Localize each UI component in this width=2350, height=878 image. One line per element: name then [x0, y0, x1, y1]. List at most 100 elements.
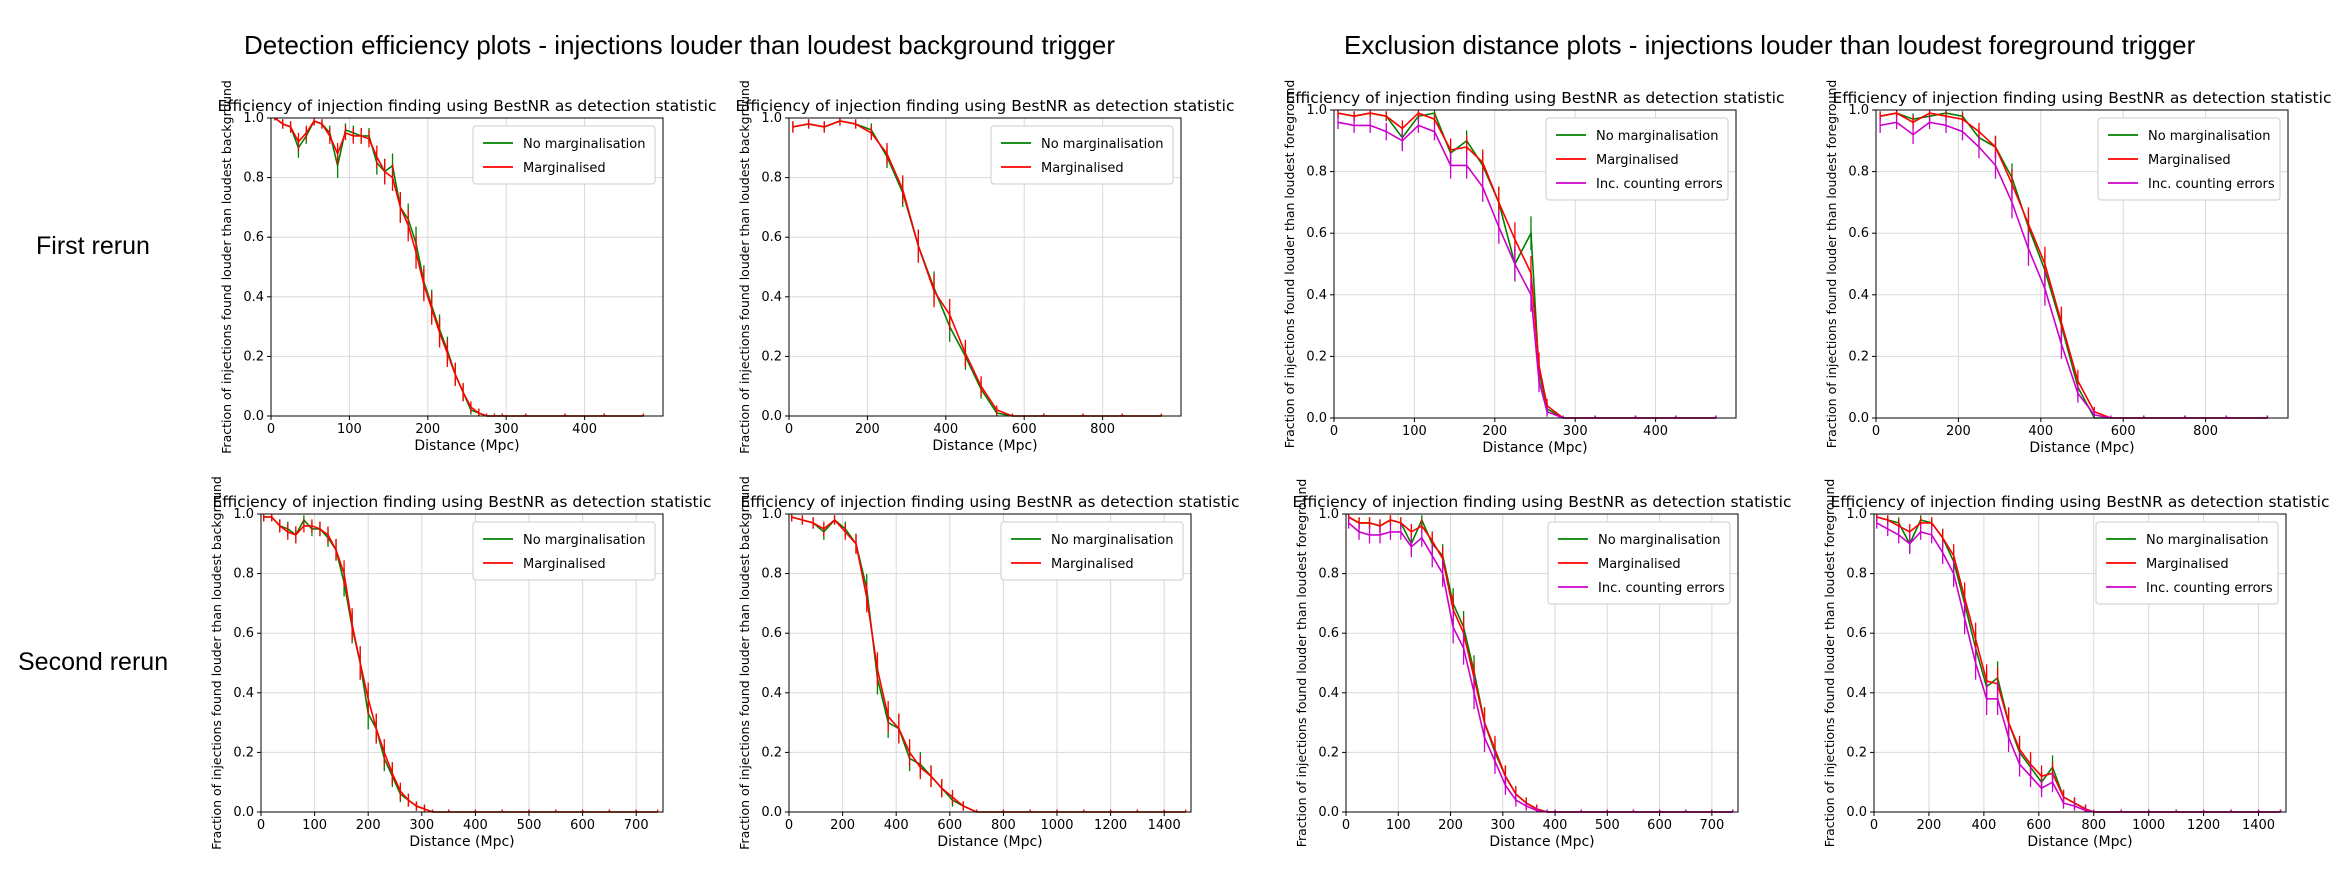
- x-tick-label: 0: [1872, 424, 1880, 439]
- legend-label: Marginalised: [1598, 557, 1681, 572]
- y-tick-label: 0.0: [233, 805, 254, 820]
- legend-box: [2095, 521, 2279, 605]
- y-axis-label: Fraction of injections found louder than…: [1282, 80, 1297, 449]
- legend-label: No marginalisation: [1051, 533, 1174, 548]
- x-tick-label: 200: [1438, 818, 1463, 833]
- y-tick-label: 1.0: [761, 507, 782, 522]
- chart-exclusion-first-rerun-a: 0 100 200 300 400 0.0 0.2 0.4 0.6 0.8 1.0Efficienc…: [1282, 80, 1784, 456]
- y-tick-label: 0.6: [761, 230, 782, 245]
- y-tick-label: 0.2: [1318, 745, 1339, 760]
- chart-title: Efficiency of injection finding using Be…: [736, 97, 1235, 115]
- x-tick-label: 1000: [1040, 818, 1073, 833]
- x-tick-label: 1200: [1094, 818, 1127, 833]
- y-tick-label: 0.2: [233, 745, 254, 760]
- y-tick-label: 0.6: [1846, 626, 1867, 641]
- x-tick-label: 800: [2081, 818, 2106, 833]
- y-tick-label: 0.0: [1846, 805, 1867, 820]
- y-tick-label: 0.0: [761, 805, 782, 820]
- x-tick-label: 400: [2028, 424, 2053, 439]
- y-tick-label: 0.6: [761, 626, 782, 641]
- y-tick-label: 1.0: [1848, 103, 1869, 118]
- x-tick-label: 800: [2193, 424, 2218, 439]
- legend-box: [472, 125, 656, 185]
- legend-box: [2097, 117, 2281, 201]
- chart-title: Efficiency of injection finding using Be…: [741, 493, 1240, 511]
- legend-label: No marginalisation: [1596, 129, 1719, 144]
- chart-title: Efficiency of injection finding using Be…: [1286, 89, 1785, 107]
- legend-label: No marginalisation: [523, 533, 646, 548]
- x-tick-label: 0: [1330, 424, 1338, 439]
- legend-box: [472, 521, 656, 581]
- x-tick-label: 400: [1971, 818, 1996, 833]
- x-axis-label: Distance (Mpc): [414, 438, 519, 454]
- x-tick-label: 200: [1482, 424, 1507, 439]
- y-tick-label: 0.6: [1318, 626, 1339, 641]
- axes-frame: [1873, 513, 2287, 813]
- legend-label: No marginalisation: [1598, 533, 1721, 548]
- x-tick-label: 0: [785, 818, 793, 833]
- x-tick-label: 1000: [2132, 818, 2165, 833]
- x-axis-label: Distance (Mpc): [2029, 440, 2134, 456]
- legend-label: Marginalised: [1051, 557, 1134, 572]
- chart-detection-second-rerun-b: 0 200 400 600 800 1000 1200 1400 0.0 0.2 0.4 0.6 0.8…: [737, 476, 1239, 850]
- x-axis-label: Distance (Mpc): [2027, 834, 2132, 850]
- y-axis-label: Fraction of injections found louder than…: [737, 476, 752, 850]
- x-tick-label: 400: [572, 422, 597, 437]
- y-tick-label: 0.6: [1306, 226, 1327, 241]
- chart-title: Efficiency of injection finding using Be…: [1831, 493, 2330, 511]
- chart-title: Efficiency of injection finding using Be…: [1293, 493, 1792, 511]
- legend-label: Marginalised: [2148, 153, 2231, 168]
- y-tick-label: 0.8: [233, 567, 254, 582]
- y-tick-label: 0.4: [761, 290, 782, 305]
- axes-frame: [260, 513, 664, 813]
- x-tick-label: 500: [1595, 818, 1620, 833]
- chart-exclusion-second-rerun-b: 0 200 400 600 800 1000 1200 1400 0.0 0.2 0.4 0.6 0.8…: [1822, 479, 2329, 850]
- axes-frame: [1333, 109, 1737, 419]
- x-tick-label: 300: [494, 422, 519, 437]
- legend-box: [1547, 521, 1731, 605]
- x-tick-label: 0: [257, 818, 265, 833]
- legend-label: No marginalisation: [2146, 533, 2269, 548]
- x-tick-label: 200: [1946, 424, 1971, 439]
- x-tick-label: 0: [785, 422, 793, 437]
- y-tick-label: 1.0: [233, 507, 254, 522]
- legend-label: No marginalisation: [2148, 129, 2271, 144]
- row-label-second-rerun: Second rerun: [18, 648, 169, 676]
- x-tick-label: 100: [1402, 424, 1427, 439]
- x-tick-label: 300: [1563, 424, 1588, 439]
- y-tick-label: 0.4: [1848, 288, 1869, 303]
- axes-frame: [270, 117, 664, 417]
- legend-box: [1545, 117, 1729, 201]
- x-tick-label: 400: [1643, 424, 1668, 439]
- y-axis-label: Fraction of injections found louder than…: [1294, 479, 1309, 848]
- y-axis-label: Fraction of injections found louder than…: [1822, 479, 1837, 848]
- y-tick-label: 0.4: [1846, 686, 1867, 701]
- y-tick-label: 0.6: [243, 230, 264, 245]
- x-tick-label: 400: [463, 818, 488, 833]
- y-tick-label: 0.8: [1318, 567, 1339, 582]
- y-tick-label: 0.0: [1306, 411, 1327, 426]
- y-axis-label: Fraction of injections found louder than…: [219, 80, 234, 454]
- legend-label: Marginalised: [1041, 161, 1124, 176]
- x-tick-label: 700: [1699, 818, 1724, 833]
- legend-label: No marginalisation: [1041, 137, 1164, 152]
- chart-title: Efficiency of injection finding using Be…: [218, 97, 717, 115]
- x-tick-label: 200: [855, 422, 880, 437]
- x-tick-label: 400: [1543, 818, 1568, 833]
- chart-title: Efficiency of injection finding using Be…: [1833, 89, 2332, 107]
- y-tick-label: 0.2: [761, 349, 782, 364]
- x-tick-label: 0: [1870, 818, 1878, 833]
- y-tick-label: 0.0: [1848, 411, 1869, 426]
- x-tick-label: 0: [1342, 818, 1350, 833]
- x-tick-label: 600: [2026, 818, 2051, 833]
- x-tick-label: 400: [884, 818, 909, 833]
- legend-box: [990, 125, 1174, 185]
- x-tick-label: 600: [570, 818, 595, 833]
- y-tick-label: 0.0: [761, 409, 782, 424]
- y-tick-label: 0.8: [761, 567, 782, 582]
- x-tick-label: 600: [1012, 422, 1037, 437]
- y-tick-label: 0.4: [1306, 288, 1327, 303]
- axes-frame: [1875, 109, 2289, 419]
- y-axis-label: Fraction of injections found louder than…: [209, 476, 224, 850]
- y-tick-label: 1.0: [243, 111, 264, 126]
